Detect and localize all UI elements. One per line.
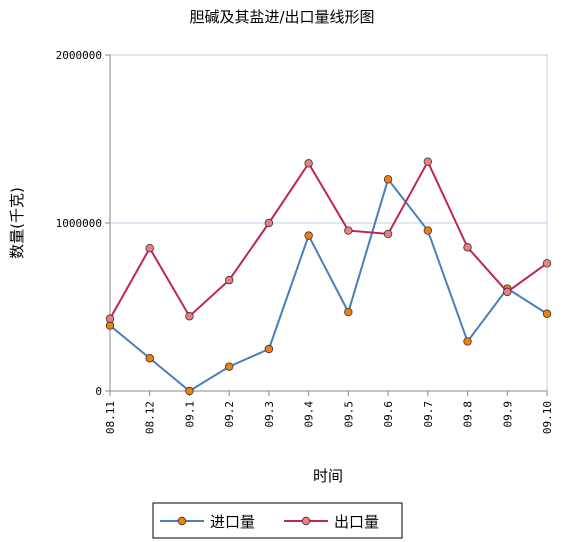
y-tick-label: 0	[95, 385, 102, 398]
data-point	[185, 386, 194, 396]
series-line	[109, 177, 548, 393]
y-axis-label: 数量(千克)	[8, 187, 26, 259]
data-point	[304, 159, 313, 168]
legend-label: 出口量	[334, 513, 379, 531]
x-tick-label: 09.1	[183, 401, 196, 428]
chart-title: 胆碱及其盐进/出口量线形图	[189, 8, 374, 26]
data-point	[463, 337, 472, 346]
x-tick-label: 09.10	[541, 401, 554, 434]
x-tick-label: 09.2	[223, 401, 236, 428]
data-point	[224, 362, 234, 371]
x-tick-label: 09.6	[382, 401, 395, 428]
data-point	[383, 175, 393, 184]
data-point	[542, 309, 552, 318]
data-point	[304, 231, 313, 240]
data-point	[423, 157, 433, 166]
data-point	[463, 243, 472, 252]
data-point	[423, 226, 433, 235]
data-point	[145, 243, 154, 253]
x-tick-label: 08.11	[104, 401, 117, 434]
data-point	[344, 226, 353, 235]
x-tick-label: 09.5	[342, 401, 355, 428]
data-point	[264, 218, 274, 228]
legend-swatch-marker	[301, 516, 311, 526]
data-point	[503, 287, 512, 297]
y-tick-label: 2000000	[56, 49, 102, 62]
legend: 进口量 出口量	[152, 502, 403, 539]
series	[105, 157, 552, 396]
series-group	[105, 175, 552, 396]
x-tick-label: 09.8	[462, 401, 475, 428]
x-tick-label: 09.3	[263, 401, 276, 428]
x-tick-label: 09.7	[422, 401, 435, 428]
x-tick-label: 09.9	[501, 401, 514, 428]
data-point	[264, 344, 274, 354]
x-axis-ticks: 08.11 08.12 09.1 09.2 09.3 09.4 09.5 09.6 09.7 09…	[104, 401, 554, 434]
x-tick-label: 08.12	[144, 401, 157, 434]
data-point	[344, 307, 353, 317]
y-axis-ticks: 0 1000000 2000000	[56, 49, 102, 398]
legend-swatch-marker	[177, 516, 187, 526]
data-point	[185, 312, 194, 321]
x-axis-label: 时间	[313, 467, 343, 485]
x-tick-label: 09.4	[303, 401, 316, 428]
series-line	[109, 159, 548, 320]
y-tick-label: 1000000	[56, 217, 102, 230]
series-group	[105, 157, 552, 323]
data-point	[383, 229, 393, 239]
data-point	[145, 354, 154, 363]
gridlines	[110, 54, 547, 224]
legend-label: 进口量	[210, 513, 255, 531]
data-point	[224, 275, 234, 285]
data-point	[542, 259, 552, 268]
data-point	[105, 314, 115, 323]
